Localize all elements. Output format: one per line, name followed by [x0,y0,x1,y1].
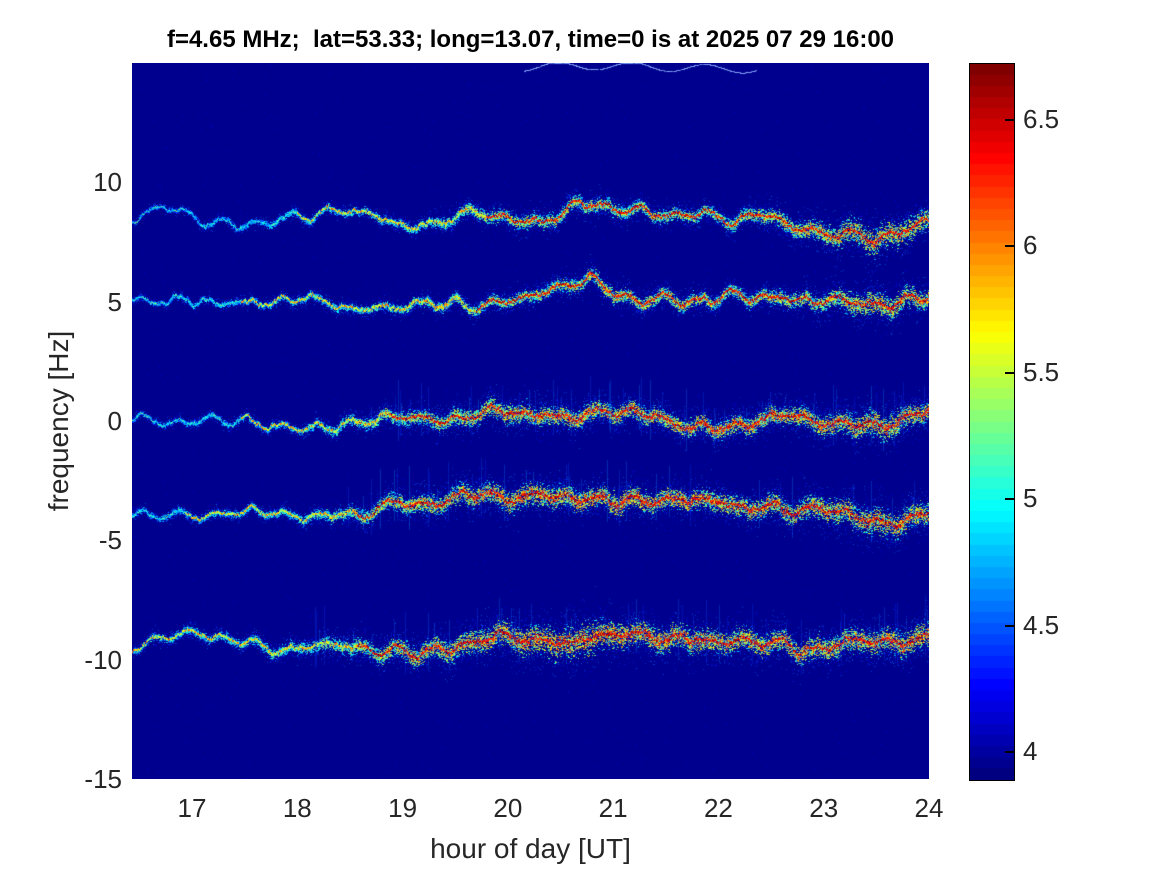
colorbar-tick [1005,245,1014,247]
x-axis-label: hour of day [UT] [430,833,631,864]
y-tick-label: -15 [84,764,122,794]
colorbar [969,63,1015,781]
y-tick-label: 5 [107,286,122,317]
x-tick-label: 23 [809,793,839,823]
colorbar-tick [1005,625,1014,627]
y-tick-label: -5 [98,525,122,556]
colorbar-tick-label: 4 [1023,736,1038,767]
colorbar-tick [1005,119,1014,121]
plot-area [132,63,929,779]
y-tick-label: -10 [84,644,122,675]
colorbar-tick [1005,751,1014,753]
x-tick-label: 21 [598,793,628,823]
x-tick-label: 19 [388,793,418,823]
colorbar-tick-label: 6.5 [1023,103,1060,134]
colorbar-tick-label: 5.5 [1023,356,1060,387]
plot-title: f=4.65 MHz; lat=53.33; long=13.07, time=… [166,26,895,53]
x-tick-label: 24 [914,793,944,823]
x-tick-label: 22 [703,793,733,823]
x-tick-label: 18 [282,793,312,823]
x-tick-label: 20 [493,793,523,823]
colorbar-gradient-canvas [970,64,1014,780]
y-tick-label: 10 [93,167,122,198]
colorbar-tick-label: 5 [1023,483,1038,514]
spectrogram-canvas [132,63,929,779]
y-tick-label: 0 [107,406,122,436]
colorbar-tick-label: 6 [1023,230,1038,261]
colorbar-tick [1005,498,1014,500]
colorbar-tick-label: 4.5 [1023,609,1060,640]
x-tick-label: 17 [177,793,207,823]
colorbar-tick [1005,372,1014,374]
